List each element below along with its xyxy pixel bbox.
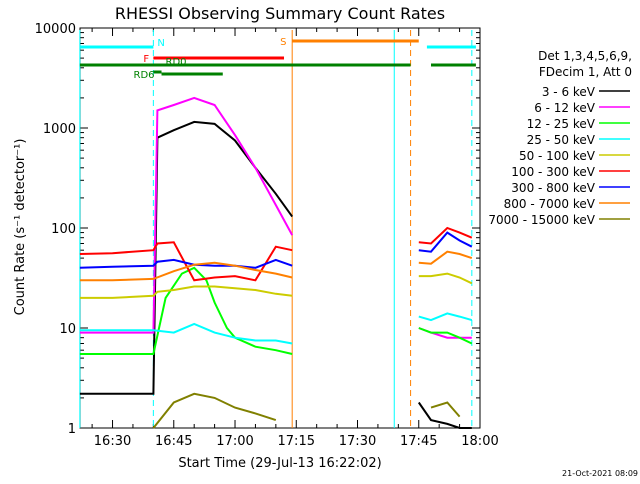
series-line xyxy=(79,250,473,282)
state-bar-label: F xyxy=(143,54,149,65)
series-line xyxy=(79,226,473,282)
legend-header-line-1: Det 1,3,4,5,6,9, xyxy=(538,49,632,63)
x-axis-label: Start Time (29-Jul-13 16:22:02) xyxy=(178,456,381,471)
x-tick-label: 17:15 xyxy=(278,434,315,449)
legend-entry-label: 50 - 100 keV xyxy=(519,149,596,163)
y-tick-label: 100 xyxy=(51,222,76,237)
x-tick-label: 18:00 xyxy=(461,434,498,449)
legend-entry-label: 25 - 50 keV xyxy=(527,133,596,147)
series-line xyxy=(79,266,473,355)
y-tick-label: 1 xyxy=(68,422,76,437)
timestamp-label: 21-Oct-2021 08:09 xyxy=(562,469,638,478)
legend-header-line-2: FDecim 1, Att 0 xyxy=(539,65,632,79)
series-line xyxy=(79,272,473,299)
series-line xyxy=(79,120,472,429)
y-tick-label: 1000 xyxy=(43,122,76,137)
state-bar-label: RD0 xyxy=(166,57,187,68)
x-tick-label: 17:45 xyxy=(400,434,437,449)
state-bar-label: RD6 xyxy=(134,70,155,81)
state-bar-label: N xyxy=(157,38,164,49)
y-tick-label: 10 xyxy=(59,322,76,337)
series-line xyxy=(152,392,461,429)
x-tick-label: 16:45 xyxy=(155,434,192,449)
y-axis-label: Count Rate (s⁻¹ detector⁻¹) xyxy=(13,139,28,316)
legend-entry-label: 12 - 25 keV xyxy=(527,117,596,131)
legend-entry-label: 3 - 6 keV xyxy=(542,85,596,99)
state-bar-label: S xyxy=(280,37,286,48)
legend-entry-label: 100 - 300 keV xyxy=(511,165,595,179)
legend-entry-label: 300 - 800 keV xyxy=(511,181,595,195)
y-tick-label: 10000 xyxy=(35,22,76,37)
x-tick-label: 16:30 xyxy=(94,434,131,449)
legend-entry-label: 6 - 12 keV xyxy=(534,101,596,115)
plot-area: 16:30 16:45 17:00 17:15 17:30 17:45 18:00 1 10 10… xyxy=(35,22,630,449)
series-line xyxy=(79,312,473,345)
x-tick-label: 17:30 xyxy=(339,434,376,449)
x-tick-label: 17:00 xyxy=(216,434,253,449)
legend-entry-label: 7000 - 15000 keV xyxy=(488,213,595,227)
legend-entry-label: 800 - 7000 keV xyxy=(504,197,596,211)
chart-title: RHESSI Observing Summary Count Rates xyxy=(115,4,445,23)
